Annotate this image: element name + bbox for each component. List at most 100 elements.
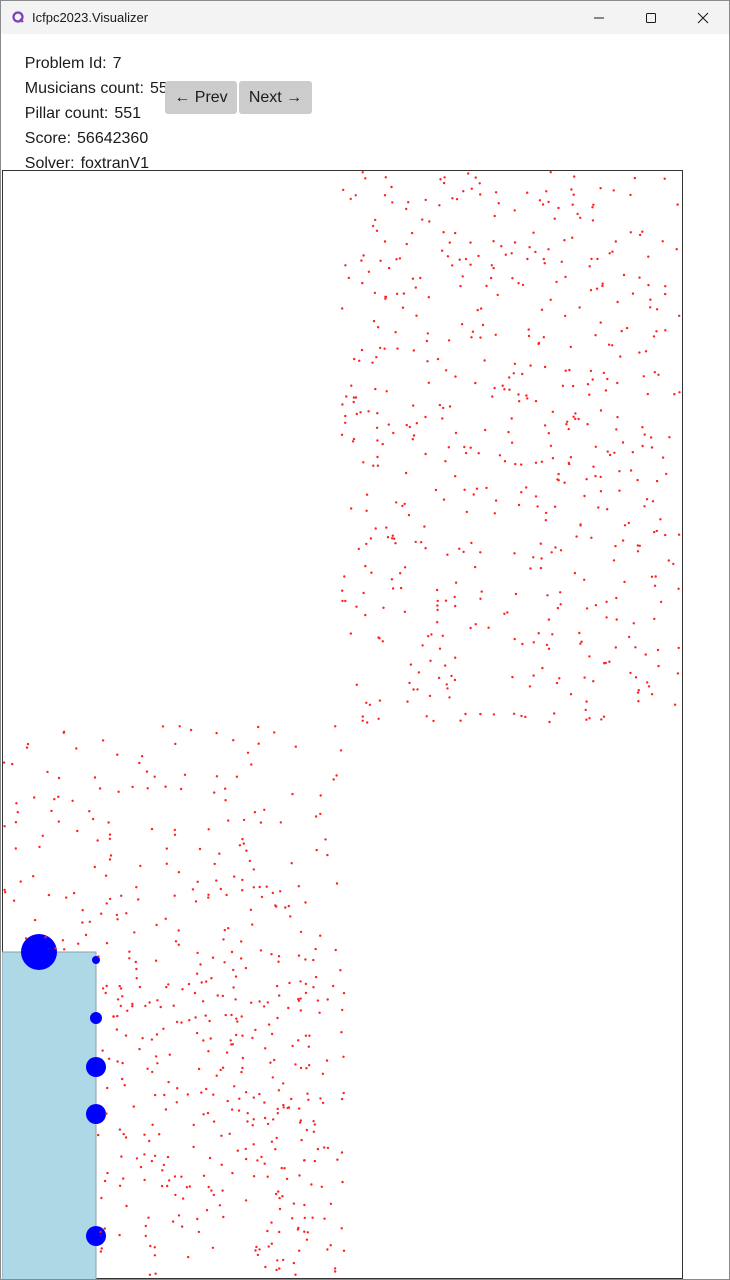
visualization-canvas[interactable] bbox=[2, 170, 684, 1279]
attendee-dot bbox=[148, 1273, 152, 1277]
attendee-dot bbox=[171, 1220, 175, 1223]
attendee-dot bbox=[256, 1159, 259, 1162]
attendee-dot bbox=[473, 565, 477, 569]
attendee-dot bbox=[436, 608, 439, 612]
attendee-dot bbox=[125, 912, 128, 915]
attendee-dot bbox=[162, 1163, 166, 1167]
attendee-dot bbox=[223, 961, 226, 964]
attendee-dot bbox=[279, 890, 282, 893]
attendee-dot bbox=[72, 891, 76, 895]
attendee-dot bbox=[108, 897, 112, 901]
attendee-dot bbox=[492, 713, 496, 716]
attendee-dot bbox=[175, 1020, 179, 1024]
attendee-dot bbox=[108, 837, 112, 840]
attendee-dot bbox=[386, 536, 390, 539]
attendee-dot bbox=[520, 491, 523, 494]
attendee-dot bbox=[271, 1076, 274, 1079]
attendee-dot bbox=[287, 904, 290, 908]
attendee-dot bbox=[349, 197, 352, 201]
attendee-dot bbox=[540, 460, 544, 463]
attendee-dot bbox=[659, 518, 662, 521]
attendee-dot bbox=[459, 284, 462, 288]
attendee-dot bbox=[227, 819, 230, 822]
attendee-dot bbox=[122, 1132, 125, 1136]
attendee-dot bbox=[194, 900, 198, 903]
attendee-dot bbox=[314, 815, 318, 818]
attendee-dot bbox=[14, 847, 17, 850]
attendee-dot bbox=[649, 306, 652, 309]
attendee-dot bbox=[361, 715, 364, 718]
attendee-dot bbox=[615, 618, 618, 621]
attendee-dot bbox=[131, 1005, 134, 1008]
attendee-dot bbox=[145, 770, 149, 773]
attendee-dot bbox=[240, 1070, 243, 1074]
attendee-dot bbox=[26, 742, 30, 746]
attendee-dot bbox=[513, 241, 517, 244]
canvas-scroll-area[interactable] bbox=[713, 170, 727, 1278]
window-title: Icfpc2023.Visualizer bbox=[32, 10, 149, 25]
minimize-button[interactable] bbox=[573, 1, 625, 34]
attendee-dot bbox=[646, 392, 649, 396]
attendee-dot bbox=[602, 371, 606, 375]
attendee-dot bbox=[372, 319, 376, 323]
close-button[interactable] bbox=[677, 1, 729, 34]
attendee-dot bbox=[270, 1221, 273, 1224]
musicians-count-label: Musicians count: bbox=[24, 80, 144, 97]
attendee-dot bbox=[141, 1037, 144, 1040]
prev-button[interactable]: ← Prev bbox=[165, 81, 237, 114]
attendee-dot bbox=[444, 460, 447, 463]
attendee-dot bbox=[412, 349, 415, 352]
attendee-dot bbox=[252, 1175, 256, 1178]
attendee-dot bbox=[97, 1133, 100, 1137]
attendee-dot bbox=[244, 1199, 248, 1202]
attendee-dot bbox=[148, 1001, 151, 1004]
attendee-dot bbox=[371, 361, 374, 364]
attendee-dot bbox=[375, 229, 379, 232]
attendee-dot bbox=[601, 282, 604, 285]
attendee-dot bbox=[277, 1190, 280, 1193]
attendee-dot bbox=[527, 328, 530, 331]
maximize-icon bbox=[646, 12, 656, 23]
attendee-dot bbox=[340, 433, 344, 436]
attendee-dot bbox=[567, 461, 570, 465]
attendee-dot bbox=[103, 1179, 107, 1183]
attendee-dot bbox=[342, 1055, 345, 1058]
attendee-dot bbox=[547, 618, 551, 621]
attendee-dot bbox=[65, 896, 68, 899]
attendee-dot bbox=[146, 1067, 149, 1070]
musicians-layer bbox=[21, 934, 106, 1246]
attendee-dot bbox=[543, 262, 546, 265]
attendee-dot bbox=[676, 203, 679, 206]
attendee-dot bbox=[661, 240, 664, 243]
attendee-dot bbox=[177, 929, 180, 932]
attendee-dot bbox=[319, 1097, 322, 1100]
attendee-dot bbox=[165, 862, 168, 865]
attendee-dot bbox=[470, 187, 473, 190]
attendee-dot bbox=[438, 204, 441, 207]
attendee-dot bbox=[653, 530, 656, 534]
maximize-button[interactable] bbox=[625, 1, 677, 34]
close-icon bbox=[697, 12, 709, 23]
attendee-dot bbox=[633, 176, 636, 180]
attendee-dot bbox=[608, 660, 611, 663]
attendee-dot bbox=[195, 972, 199, 975]
attendee-dot bbox=[678, 314, 681, 317]
attendee-dot bbox=[153, 775, 156, 778]
attendee-dot bbox=[602, 715, 606, 718]
attendee-dot bbox=[391, 587, 395, 590]
attendee-dot bbox=[236, 1020, 239, 1023]
attendee-dot bbox=[664, 533, 667, 537]
attendee-dot bbox=[105, 1112, 108, 1115]
attendee-dot bbox=[569, 345, 572, 349]
attendee-dot bbox=[291, 1217, 294, 1220]
attendee-dot bbox=[213, 791, 216, 794]
next-button[interactable]: Next → bbox=[239, 81, 312, 114]
attendee-dot bbox=[12, 899, 16, 902]
attendee-dot bbox=[529, 364, 532, 367]
attendee-dot bbox=[221, 1066, 225, 1069]
title-bar[interactable]: Icfpc2023.Visualizer bbox=[1, 1, 729, 34]
attendee-dot bbox=[332, 984, 335, 988]
attendee-dot bbox=[655, 479, 659, 483]
attendee-dot bbox=[462, 550, 465, 554]
attendee-dot bbox=[412, 404, 415, 407]
